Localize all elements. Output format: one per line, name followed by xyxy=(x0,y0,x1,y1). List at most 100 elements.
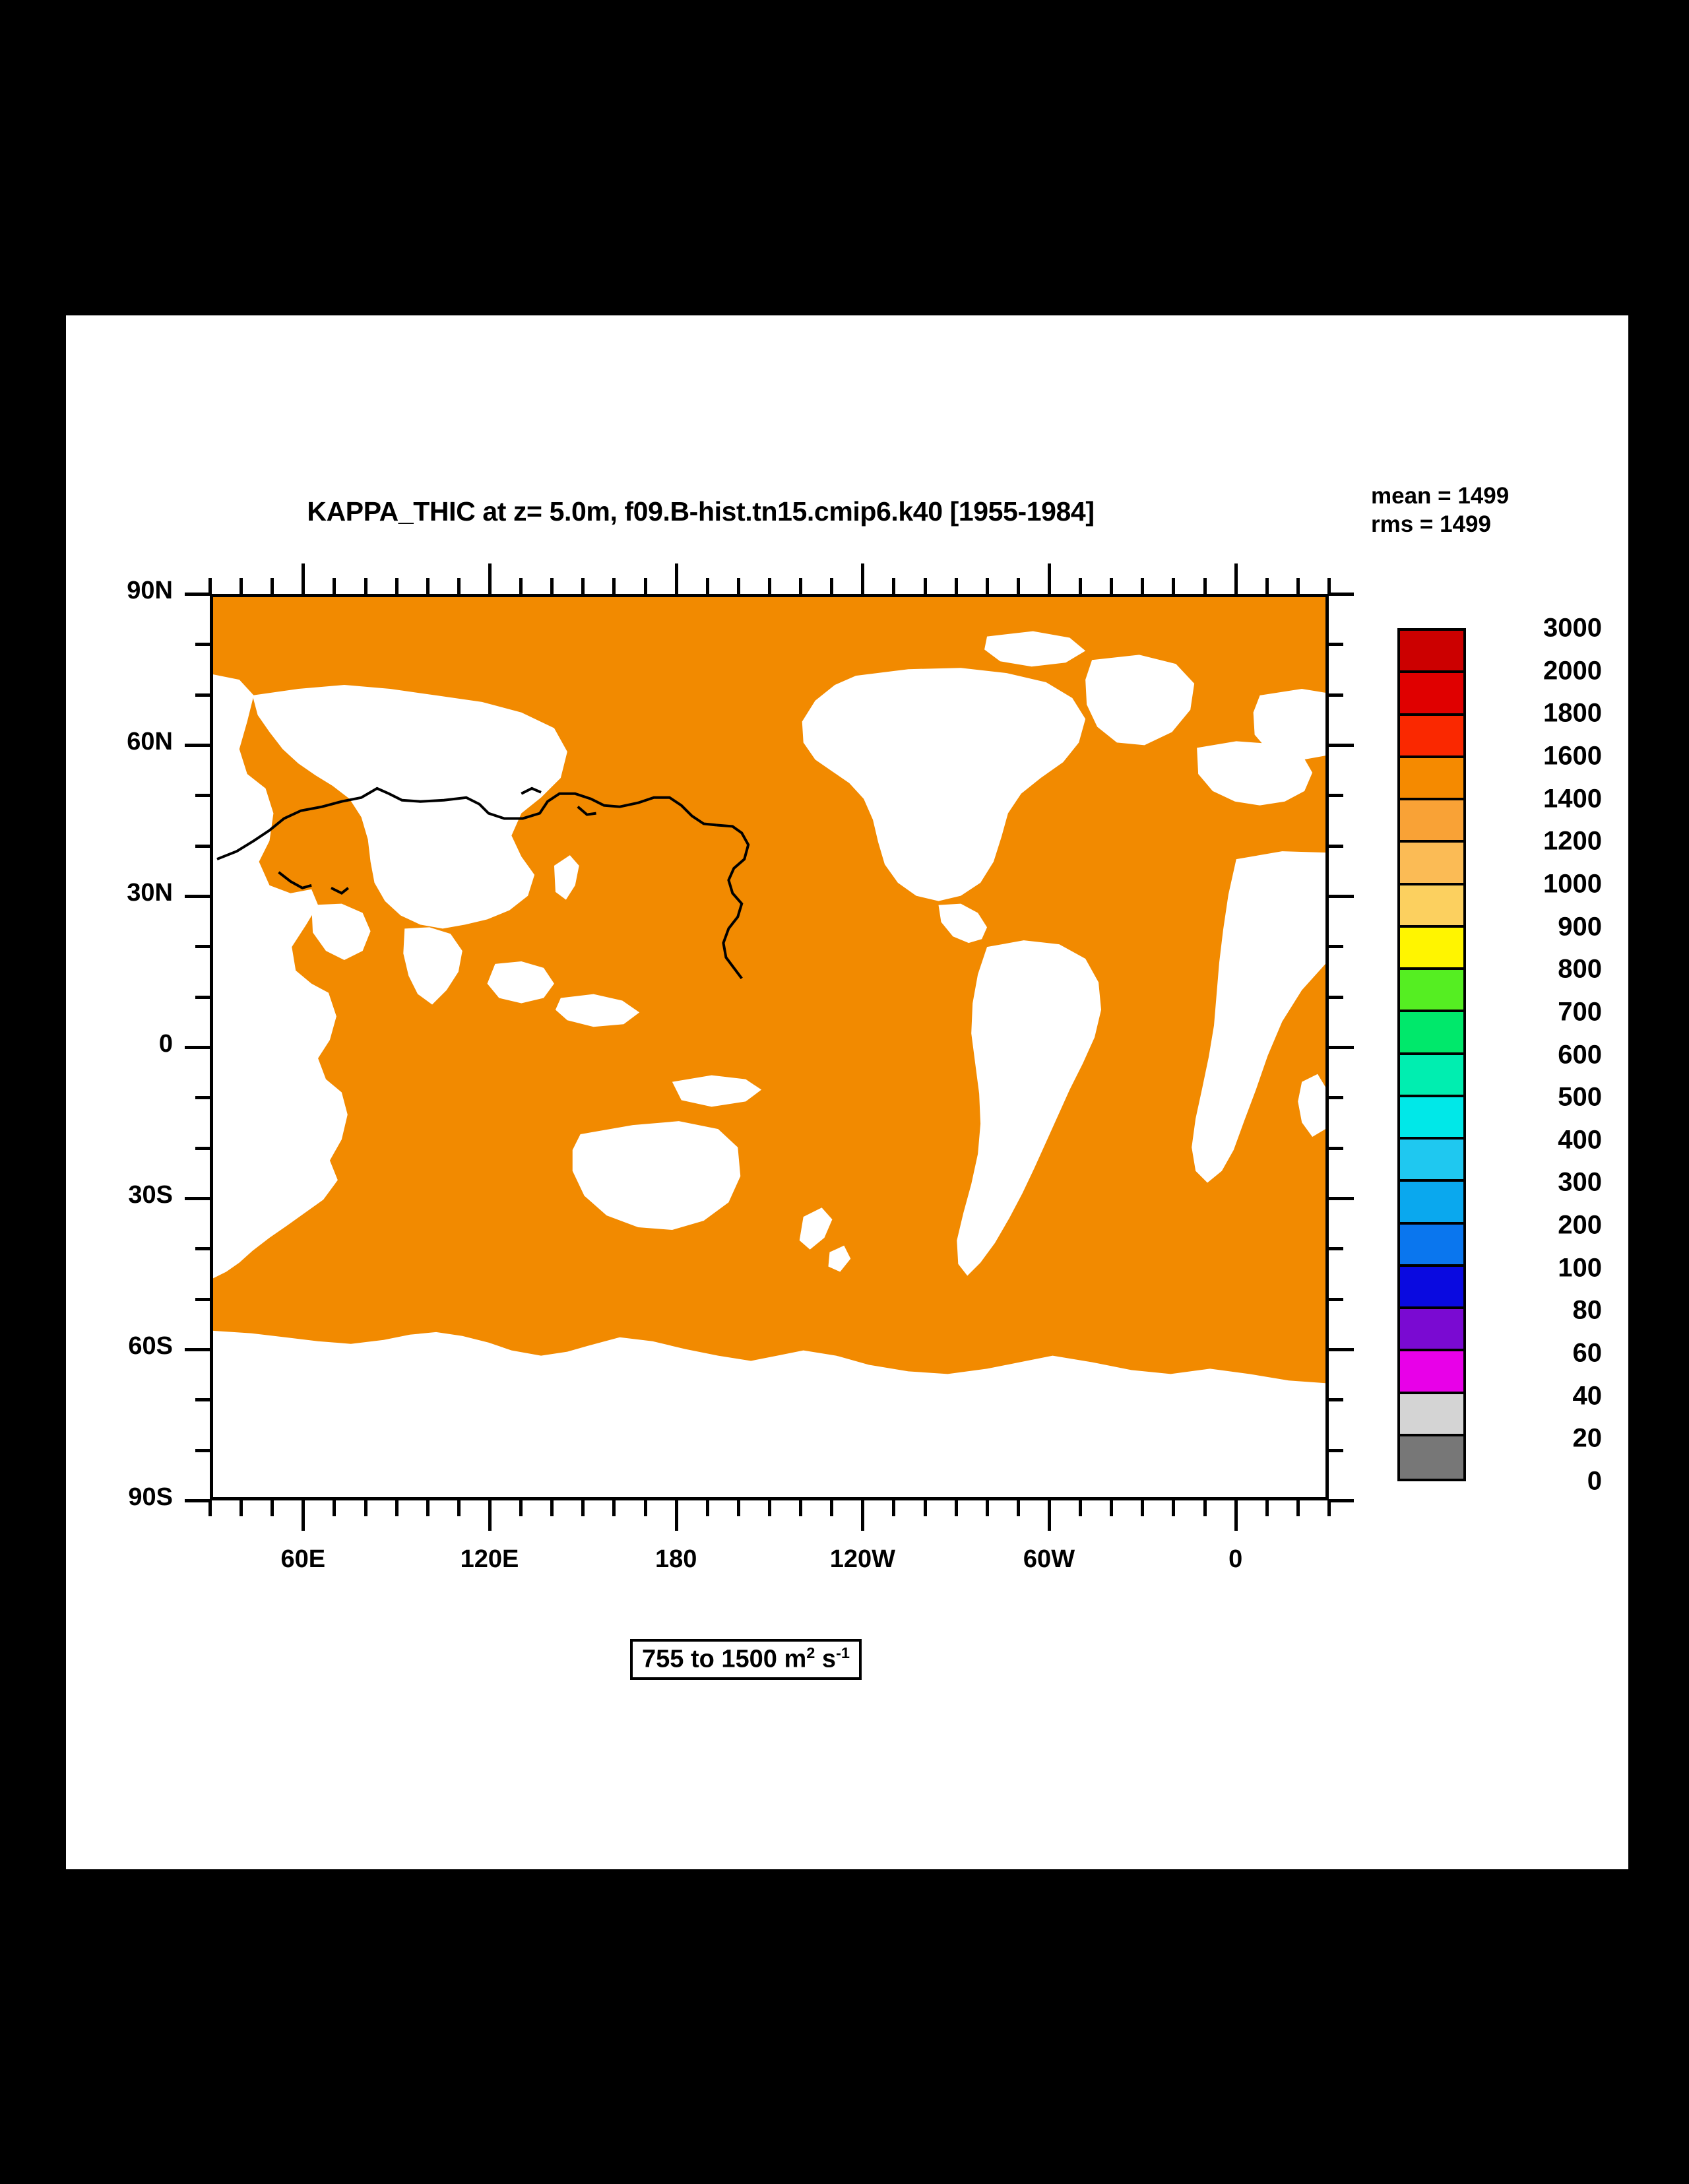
colorbar-tick-label: 80 xyxy=(1572,1295,1603,1325)
statistics-block: mean = 1499 rms = 1499 xyxy=(1371,482,1509,539)
x-axis-label: 60E xyxy=(280,1545,326,1573)
x-axis-major-tick xyxy=(674,1500,678,1531)
x-axis-minor-tick xyxy=(550,1500,554,1516)
y-axis-minor-tick xyxy=(195,794,210,798)
x-axis-minor-tick xyxy=(271,1500,274,1516)
colorbar-tick-label: 600 xyxy=(1558,1040,1602,1069)
x-axis-minor-tick xyxy=(1110,1500,1114,1516)
y-axis-minor-tick-right xyxy=(1329,1297,1343,1301)
map-plot-area xyxy=(210,594,1329,1500)
x-axis-label: 120E xyxy=(460,1545,519,1573)
x-axis-label: 120W xyxy=(829,1545,895,1573)
x-axis-minor-tick-top xyxy=(519,578,523,594)
world-map-heatmap xyxy=(213,597,1325,1497)
y-axis-major-tick-right xyxy=(1329,895,1354,898)
x-axis-minor-tick xyxy=(208,1500,212,1516)
colorbar-tick-label: 400 xyxy=(1558,1125,1602,1155)
colorbar-cell[interactable] xyxy=(1400,885,1463,928)
colorbar-tick-label: 3000 xyxy=(1543,613,1602,643)
x-axis-minor-tick xyxy=(830,1500,834,1516)
colorbar-cell[interactable] xyxy=(1400,673,1463,716)
colorbar-cell[interactable] xyxy=(1400,800,1463,843)
colorbar-cell[interactable] xyxy=(1400,1394,1463,1436)
x-axis-major-tick-top xyxy=(488,563,492,594)
colorbar-tick-label: 2000 xyxy=(1543,656,1602,686)
colorbar-cell[interactable] xyxy=(1400,1097,1463,1140)
colorbar-tick-label: 200 xyxy=(1558,1210,1602,1240)
colorbar-cell[interactable] xyxy=(1400,1140,1463,1182)
y-axis-label: 60S xyxy=(128,1332,173,1360)
colorbar-cell[interactable] xyxy=(1400,1012,1463,1055)
x-axis-minor-tick xyxy=(985,1500,989,1516)
y-axis-major-tick xyxy=(185,1197,210,1200)
y-axis-minor-tick xyxy=(195,643,210,647)
y-axis-label: 30S xyxy=(128,1181,173,1209)
y-axis-minor-tick-right xyxy=(1329,1398,1343,1402)
y-axis-label: 90S xyxy=(128,1483,173,1511)
y-axis-label: 0 xyxy=(158,1030,173,1058)
x-axis-minor-tick-top xyxy=(271,578,274,594)
colorbar-cell[interactable] xyxy=(1400,1266,1463,1309)
data-range-badge: 755 to 1500 m2 s-1 xyxy=(630,1639,862,1680)
x-axis-minor-tick-top xyxy=(1016,578,1020,594)
y-axis-major-tick xyxy=(185,1046,210,1049)
y-axis-major-tick-right xyxy=(1329,744,1354,747)
colorbar-tick-label: 1800 xyxy=(1543,698,1602,728)
colorbar-cell[interactable] xyxy=(1400,843,1463,885)
y-axis-minor-tick xyxy=(195,945,210,949)
x-axis-minor-tick-top xyxy=(923,578,927,594)
x-axis-major-tick-top xyxy=(861,563,865,594)
colorbar-tick-label: 20 xyxy=(1572,1423,1603,1453)
x-axis-minor-tick-top xyxy=(736,578,740,594)
x-axis-major-tick xyxy=(302,1500,305,1531)
colorbar-cell[interactable] xyxy=(1400,1351,1463,1394)
x-axis-major-tick xyxy=(1048,1500,1051,1531)
colorbar-cell[interactable] xyxy=(1400,970,1463,1013)
x-axis-minor-tick xyxy=(1172,1500,1176,1516)
colorbar-labels: 3000 2000 1800 1600 1400 1200 1000 900 800 700 600… xyxy=(1477,614,1603,1496)
colorbar[interactable] xyxy=(1397,628,1466,1481)
y-axis-major-tick xyxy=(185,744,210,747)
y-axis-label: 90N xyxy=(127,577,173,604)
y-axis-minor-tick-right xyxy=(1329,844,1343,848)
x-axis-minor-tick-top xyxy=(1203,578,1207,594)
rms-value: rms = 1499 xyxy=(1371,511,1491,538)
y-axis-minor-tick xyxy=(195,1297,210,1301)
x-axis-major-tick xyxy=(1234,1500,1238,1531)
colorbar-cell[interactable] xyxy=(1400,927,1463,970)
colorbar-cell[interactable] xyxy=(1400,1182,1463,1225)
colorbar-cell[interactable] xyxy=(1400,1309,1463,1352)
x-axis-minor-tick xyxy=(519,1500,523,1516)
x-axis-minor-tick xyxy=(612,1500,616,1516)
colorbar-cell[interactable] xyxy=(1400,631,1463,674)
colorbar-tick-label: 40 xyxy=(1572,1381,1603,1411)
x-axis-minor-tick-top xyxy=(954,578,958,594)
x-axis-minor-tick-top xyxy=(892,578,896,594)
x-axis-label: 180 xyxy=(654,1545,697,1573)
x-axis-minor-tick-top xyxy=(457,578,461,594)
colorbar-cell[interactable] xyxy=(1400,715,1463,758)
x-axis-major-tick-top xyxy=(302,563,305,594)
x-axis-minor-tick xyxy=(1016,1500,1020,1516)
x-axis-minor-tick xyxy=(705,1500,709,1516)
land-mask-layer xyxy=(213,597,1325,1497)
y-axis-minor-tick-right xyxy=(1329,1247,1343,1251)
x-axis-minor-tick-top xyxy=(395,578,398,594)
y-axis-minor-tick-right xyxy=(1329,945,1343,949)
y-axis-major-tick xyxy=(185,593,210,596)
x-axis-major-tick-top xyxy=(1234,563,1238,594)
x-axis-minor-tick xyxy=(426,1500,430,1516)
x-axis-minor-tick-top xyxy=(1296,578,1300,594)
colorbar-cell[interactable] xyxy=(1400,757,1463,800)
colorbar-cell[interactable] xyxy=(1400,1224,1463,1267)
x-axis-minor-tick-top xyxy=(830,578,834,594)
colorbar-cell[interactable] xyxy=(1400,1436,1463,1479)
x-axis-minor-tick-top xyxy=(239,578,243,594)
x-axis-label: 0 xyxy=(1228,1545,1243,1573)
x-axis-major-tick xyxy=(488,1500,492,1531)
y-axis-minor-tick xyxy=(195,1146,210,1150)
y-axis-major-tick xyxy=(185,1499,210,1502)
x-axis-minor-tick xyxy=(1141,1500,1145,1516)
colorbar-cell[interactable] xyxy=(1400,1054,1463,1097)
range-exponent-area: 2 xyxy=(806,1644,815,1661)
